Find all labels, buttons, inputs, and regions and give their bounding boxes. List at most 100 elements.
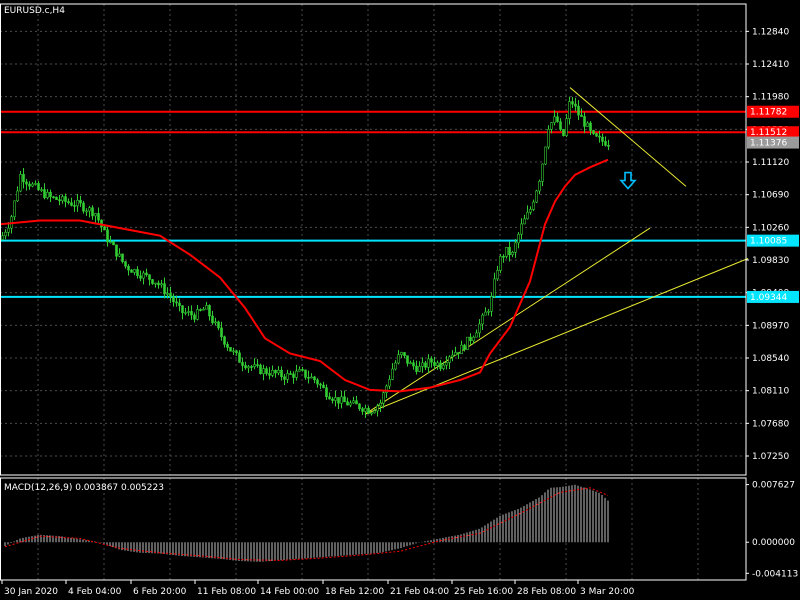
price-label: 1.11782 [750,108,787,118]
candle [529,206,532,215]
candle [28,181,31,190]
candle [490,292,493,317]
candle [328,392,331,400]
candle [73,200,76,212]
candle [349,400,352,408]
price-label-box [747,290,799,303]
candle [31,182,34,188]
time-tick-label: 30 Jan 2020 [4,587,58,597]
time-tick-label: 18 Feb 12:00 [325,587,384,597]
candle [325,384,328,400]
candle [181,305,184,320]
down-arrow-icon[interactable] [619,171,637,190]
time-tick-label: 3 Mar 20:00 [580,587,635,597]
candle [244,361,247,370]
candle [421,357,424,373]
time-tick-label: 25 Feb 16:00 [454,587,513,597]
price-tick-label: 1.12410 [752,60,789,70]
candle [595,132,598,137]
candle [157,280,160,289]
candle [601,133,604,147]
time-tick-label: 14 Feb 00:00 [260,587,319,597]
candle [310,373,313,379]
candle [358,403,361,411]
candle [241,357,244,372]
candle [235,350,238,356]
candle [370,411,373,416]
candle [160,280,163,288]
chart-frame [0,3,747,581]
candle [391,363,394,381]
trendline[interactable] [569,87,687,187]
candle [268,367,271,380]
candle [541,163,544,187]
candle [193,312,196,323]
candle [7,222,10,237]
candle [274,369,277,378]
candle [277,366,280,376]
candle [445,355,448,370]
candle [394,360,397,371]
candle [352,396,355,404]
candle [448,355,451,370]
candle [94,212,97,223]
candle [574,97,577,112]
candle [343,390,346,403]
candle [409,360,412,365]
price-tick-label: 1.12840 [752,27,789,37]
price-axis: 1.128401.124101.119801.115501.111201.106… [746,27,799,579]
candle [361,406,364,415]
price-tick-label: 1.07680 [752,419,789,429]
macd-subwindow[interactable] [4,484,609,562]
candle [535,189,538,204]
candle [319,382,322,390]
candle [313,375,316,384]
candle [148,274,151,286]
candle [289,370,292,375]
candle [316,378,319,388]
candle [82,200,85,214]
price-tick-label: 1.10690 [752,191,789,201]
candle [460,340,463,355]
candle [583,112,586,134]
price-tick-label: 1.08970 [752,321,789,331]
candle [40,187,43,193]
moving-average-line [0,158,609,393]
macd-label: MACD(12,26,9) 0.003867 0.005223 [4,483,164,493]
candle [226,341,229,351]
candle [166,287,169,299]
candle [217,320,220,331]
candle [256,359,259,368]
candle [406,355,409,367]
candle [19,171,22,193]
candle [130,268,133,273]
candle [499,253,502,274]
horizontal-levels[interactable] [0,110,746,298]
candle [463,343,466,352]
price-label: 1.09344 [750,293,787,303]
candle [382,390,385,409]
candle [298,366,301,372]
candle [493,272,496,299]
candle [532,199,535,212]
candle [154,282,157,288]
candle [565,114,568,138]
candle [118,248,121,258]
candle [97,207,100,225]
candle [46,189,49,200]
candle [586,121,589,127]
candle [259,363,262,375]
candle [247,364,250,373]
time-tick-label: 11 Feb 08:00 [197,587,256,597]
candle [307,370,310,384]
candle [553,110,556,126]
candle [592,129,595,136]
trendline[interactable] [364,227,651,415]
candle [271,365,274,378]
candle [238,350,241,363]
candle [280,366,283,381]
candle [106,224,109,247]
price-tick-label: 1.08110 [752,387,789,397]
